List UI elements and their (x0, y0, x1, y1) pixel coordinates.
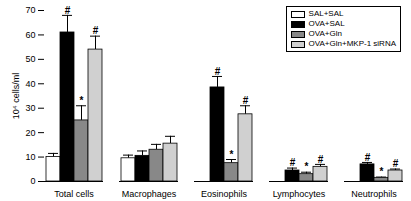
svg-text:#: # (243, 95, 249, 106)
html-text:OVA+SAL: OVA+SAL (308, 19, 345, 28)
svg-text:*: * (305, 161, 309, 172)
svg-text:*: * (380, 166, 384, 177)
html-text:OVA+Gln+MKP-1 siRNA: OVA+Gln+MKP-1 siRNA (308, 39, 396, 48)
svg-text:10: 10 (25, 152, 35, 162)
svg-text:Total cells: Total cells (54, 189, 94, 199)
svg-text:#: # (365, 152, 371, 163)
svg-text:50: 50 (25, 54, 35, 64)
svg-text:Neutrophils: Neutrophils (351, 189, 397, 199)
svg-text:#: # (318, 154, 324, 165)
svg-text:#: # (93, 25, 99, 36)
svg-text:20: 20 (25, 128, 35, 138)
svg-text:#: # (215, 66, 221, 77)
svg-text:40: 40 (25, 79, 35, 89)
svg-text:*: * (230, 149, 234, 160)
svg-text:10⁴ cells/ml: 10⁴ cells/ml (11, 73, 21, 119)
html-text:OVA+Gln: OVA+Gln (308, 29, 342, 38)
svg-text:#: # (65, 5, 71, 16)
svg-text:0: 0 (30, 176, 35, 186)
svg-text:60: 60 (25, 30, 35, 40)
svg-text:30: 30 (25, 103, 35, 113)
svg-text:Lymphocytes: Lymphocytes (273, 189, 326, 199)
svg-text:#: # (393, 158, 399, 169)
html-text:SAL+SAL: SAL+SAL (308, 9, 344, 18)
svg-text:*: * (80, 95, 84, 106)
svg-text:Eosinophils: Eosinophils (201, 189, 248, 199)
svg-text:Macrophages: Macrophages (122, 189, 177, 199)
svg-text:#: # (290, 157, 296, 168)
svg-text:70: 70 (25, 5, 35, 15)
